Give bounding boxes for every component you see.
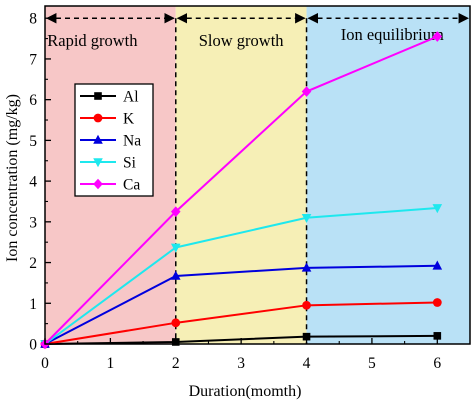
phase-region-1 (175, 6, 307, 344)
legend-marker-al (94, 92, 102, 100)
legend-marker-si (93, 158, 103, 168)
series-line-ca (44, 35, 438, 345)
x-tick-label-0: 0 (41, 355, 49, 372)
plot-frame (44, 5, 471, 345)
x-tick-label-4: 4 (303, 355, 311, 372)
axes: 0 1 2 3 4 5 6 0 1 2 3 4 5 6 7 8 (29, 5, 471, 372)
y-tick-label-8: 8 (29, 11, 37, 28)
x-axis-title: Duration(momth) (189, 383, 302, 400)
phase-label-1: Slow growth (199, 31, 285, 50)
y-tick-label-5: 5 (29, 133, 37, 150)
legend: Al K Na Si Ca (74, 83, 154, 197)
series-line-k (44, 301, 438, 345)
data-point-ca-2 (301, 86, 312, 97)
phase-label-2: Ion equilibrium (341, 25, 444, 44)
series-line-si (44, 206, 438, 345)
y-tick-label-4: 4 (29, 174, 37, 191)
data-point-na-3 (432, 260, 443, 270)
x-tick-label-5: 5 (368, 355, 376, 372)
data-point-si-1 (170, 243, 181, 253)
y-tick-label-3: 3 (29, 214, 37, 231)
data-point-si-3 (432, 204, 443, 214)
legend-label-ca: Ca (123, 177, 140, 194)
x-tick-label-6: 6 (433, 355, 441, 372)
data-point-k-2 (302, 300, 311, 310)
data-point-si-2 (301, 213, 312, 224)
legend-label-k: K (123, 111, 135, 128)
data-point-k-1 (171, 318, 181, 328)
data-point-na-2 (301, 262, 312, 272)
y-axis-title: Ion concentration (mg/kg) (4, 94, 21, 262)
phase-boundaries (45, 12, 470, 344)
legend-marker-k (93, 113, 103, 123)
y-tick-label-6: 6 (29, 92, 37, 109)
x-tick-label-2: 2 (172, 355, 180, 372)
data-point-ca-1 (170, 206, 181, 217)
legend-marker-ca (93, 178, 103, 190)
legend-label-si: Si (123, 155, 137, 172)
data-point-al-3 (433, 332, 442, 340)
series-line-na (44, 264, 438, 345)
data-point-al-2 (302, 332, 311, 341)
x-tick-label-3: 3 (237, 355, 245, 372)
phase-region-2 (306, 6, 470, 344)
phase-regions: Rapid growth Slow growth Ion equilibrium (45, 6, 470, 344)
legend-label-na: Na (123, 133, 141, 150)
data-point-k-3 (432, 298, 442, 307)
y-tick-label-2: 2 (29, 255, 37, 272)
data-point-ca-3 (432, 31, 443, 42)
x-tick-label-1: 1 (107, 355, 115, 372)
data-point-na-1 (170, 270, 181, 280)
y-tick-label-0: 0 (29, 337, 37, 354)
y-tick-label-1: 1 (29, 296, 37, 313)
legend-label-al: Al (123, 89, 139, 106)
legend-marker-na (93, 134, 103, 144)
y-tick-label-7: 7 (29, 51, 37, 68)
phase-label-0: Rapid growth (47, 31, 138, 50)
